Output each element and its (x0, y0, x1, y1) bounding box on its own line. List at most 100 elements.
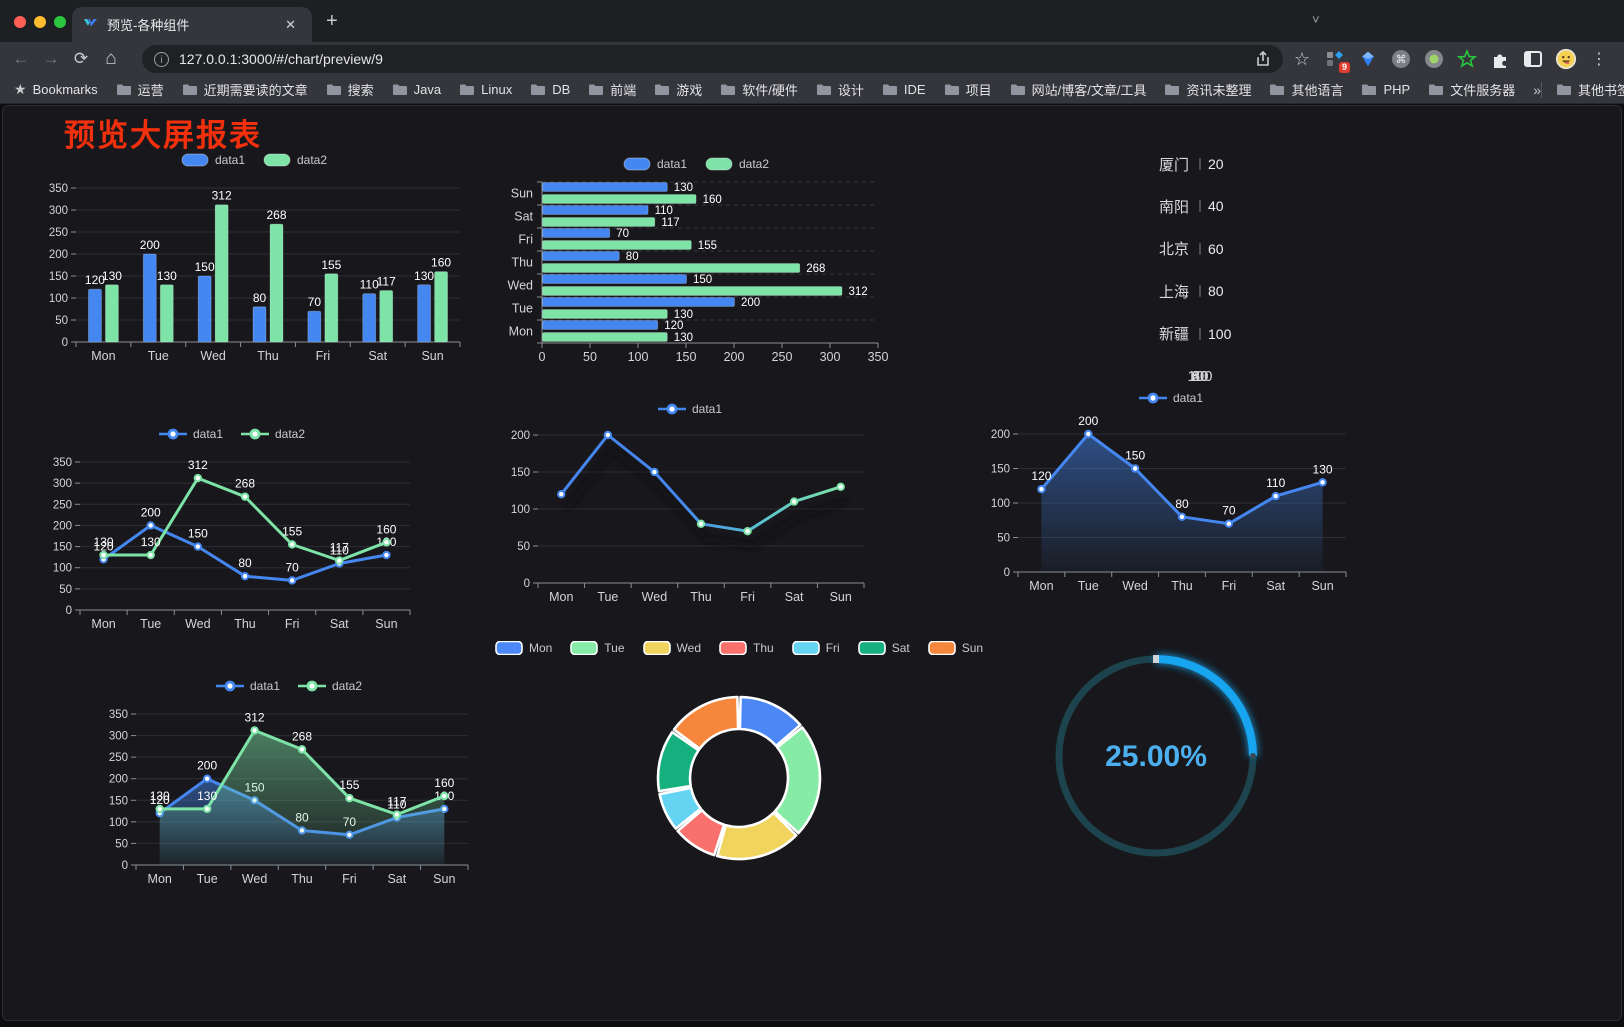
command-extension-icon[interactable]: ⌘ (1390, 48, 1412, 70)
reload-icon[interactable]: ⟳ (73, 49, 89, 68)
svg-text:Sat: Sat (330, 617, 349, 631)
legend-item[interactable]: data1 (215, 679, 280, 693)
svg-text:200: 200 (141, 505, 161, 519)
legend-item[interactable]: Tue (570, 641, 625, 655)
legend-item[interactable]: data2 (263, 153, 327, 167)
tab-title: 预览-各种组件 (107, 18, 190, 33)
bookmark-folder[interactable]: 搜索 (326, 80, 374, 99)
home-icon[interactable]: ⌂ (105, 48, 117, 69)
legend-item[interactable]: data2 (241, 427, 305, 441)
svg-text:Mon: Mon (148, 872, 172, 886)
forward-icon[interactable]: → (42, 49, 60, 68)
legend-item[interactable]: Wed (642, 641, 701, 655)
folder-icon (589, 84, 604, 95)
svg-text:200: 200 (197, 759, 217, 773)
bookmark-folder[interactable]: 运营 (116, 80, 164, 99)
chevron-down-icon[interactable]: ˅ (1312, 12, 1320, 27)
bookmark-folder[interactable]: 网站/博客/文章/工具 (1010, 80, 1146, 99)
legend-item[interactable]: data1 (158, 427, 223, 441)
bookmark-folder[interactable]: 游戏 (654, 80, 702, 99)
svg-text:130: 130 (414, 269, 434, 283)
svg-text:50: 50 (583, 350, 597, 364)
legend-item[interactable]: data1 (181, 153, 245, 167)
green-dot-extension-icon[interactable] (1423, 48, 1445, 70)
bookmark-folder[interactable]: 文件服务器 (1428, 80, 1515, 99)
bookmark-folder[interactable]: 近期需要读的文章 (182, 80, 308, 99)
legend-item[interactable]: data1 (1138, 391, 1203, 405)
legend-marker-icon (215, 680, 244, 692)
extensions-puzzle-icon[interactable] (1489, 48, 1511, 70)
svg-text:150: 150 (991, 464, 1010, 476)
bookmark-star-icon[interactable]: ☆ (1293, 48, 1311, 69)
chart-canvas: 0 50 100 150 200 250 300 350 Mon Tue Wed Thu Fri Sat S… (49, 183, 461, 363)
gem-extension-icon[interactable] (1357, 48, 1379, 70)
legend-item[interactable]: Fri (791, 641, 840, 655)
window-close-button[interactable] (14, 16, 26, 28)
svg-text:Fri: Fri (285, 617, 300, 631)
bookmark-folder[interactable]: PHP (1361, 82, 1410, 97)
chart-single-area[interactable]: data1 0 50 100 150 200 Mon Tue Wed Thu Fri Sat Sun 12… (980, 388, 1362, 598)
chart-dual-area[interactable]: data1 data2 0 50 100 150 200 250 300 350 Mon Tue Wed… (98, 676, 480, 891)
progress-value: 100 (1208, 325, 1232, 342)
bookmark-folder[interactable]: 资讯未整理 (1164, 80, 1251, 99)
legend-item[interactable]: Thu (719, 641, 774, 655)
svg-text:130: 130 (674, 332, 693, 344)
bookmark-folder[interactable]: 设计 (816, 80, 864, 99)
legend-item[interactable]: Mon (495, 641, 552, 655)
browser-menu-icon[interactable]: ⋮ (1591, 51, 1607, 68)
chart-donut[interactable]: Mon Tue Wed Thu Fri Sat Sun (495, 638, 983, 878)
window-zoom-button[interactable] (54, 16, 66, 28)
bookmarks-manager[interactable]: ★ Bookmarks (14, 81, 98, 97)
new-tab-button[interactable]: + (326, 10, 338, 32)
legend-item[interactable]: Sun (927, 641, 983, 655)
tab-close-icon[interactable]: ✕ (285, 16, 296, 32)
bookmark-folder[interactable]: IDE (882, 82, 926, 97)
bookmark-folder[interactable]: 软件/硬件 (720, 80, 798, 99)
chart-gauge-progress[interactable]: 25.00% (1046, 646, 1266, 866)
bookmark-folder[interactable]: DB (530, 82, 570, 97)
bookmarks-overflow-chevron[interactable]: » (1533, 81, 1542, 98)
svg-text:100: 100 (991, 498, 1010, 510)
url-text[interactable]: 127.0.0.1:3000/#/chart/preview/9 (179, 51, 383, 67)
progress-row: 北京 60 (1155, 241, 1224, 259)
svg-text:Sun: Sun (421, 349, 443, 363)
bookmark-folder[interactable]: 前端 (588, 80, 636, 99)
window-minimize-button[interactable] (34, 16, 46, 28)
legend-item[interactable]: data1 (657, 402, 722, 416)
chart-grouped-bar[interactable]: data1 data2 0 50 100 150 200 250 300 350 Mon Tue Wed… (38, 150, 470, 368)
svg-text:50: 50 (59, 584, 72, 596)
extension-grid-icon[interactable]: 9 (1324, 48, 1350, 73)
share-icon[interactable] (1255, 51, 1271, 67)
bookmark-folder[interactable]: Java (392, 82, 441, 97)
svg-text:110: 110 (387, 798, 406, 812)
folder-icon (182, 84, 197, 95)
site-info-icon[interactable]: i (154, 51, 169, 67)
legend-item[interactable]: Sat (857, 641, 910, 655)
bookmark-folder[interactable]: Linux (459, 82, 512, 97)
green-star-extension-icon[interactable] (1456, 48, 1478, 70)
svg-text:268: 268 (292, 729, 312, 743)
browser-tab[interactable]: 预览-各种组件 ✕ (72, 7, 312, 42)
divider (1541, 81, 1543, 98)
bookmark-folder[interactable]: 项目 (944, 80, 992, 99)
profile-avatar[interactable] (1555, 48, 1577, 70)
back-icon[interactable]: ← (12, 49, 30, 68)
svg-text:Wed: Wed (1122, 579, 1148, 593)
address-bar[interactable]: i 127.0.0.1:3000/#/chart/preview/9 (142, 45, 1283, 73)
legend-item[interactable]: data1 (623, 157, 687, 171)
side-panel-icon[interactable] (1522, 48, 1544, 70)
chart-progress-bars[interactable]: 厦门 20 南阳 40 北京 60 上海 80 新疆 100 0 20 40 60 80 100 (992, 156, 1364, 388)
svg-text:50: 50 (997, 533, 1010, 545)
svg-text:130: 130 (141, 535, 161, 549)
legend-marker-icon (298, 680, 326, 692)
legend-item[interactable]: data2 (705, 157, 769, 171)
svg-text:150: 150 (109, 795, 128, 807)
bookmark-folder[interactable]: 其他语言 (1269, 80, 1343, 99)
svg-text:Sun: Sun (830, 590, 852, 604)
other-bookmarks-folder[interactable]: 其他书签 (1556, 80, 1624, 99)
legend-item[interactable]: data2 (298, 679, 362, 693)
chart-dual-line[interactable]: data1 data2 0 50 100 150 200 250 300 350 Mon Tue Wed… (42, 424, 422, 636)
chart-horizontal-bar[interactable]: data1 data2 0 50 100 150 200 250 300 350 Sun 130 160… (500, 154, 892, 369)
chart-gradient-line[interactable]: data1 0 50 100 150 200 Mon Tue Wed Thu Fri Sat Sun (500, 399, 880, 609)
